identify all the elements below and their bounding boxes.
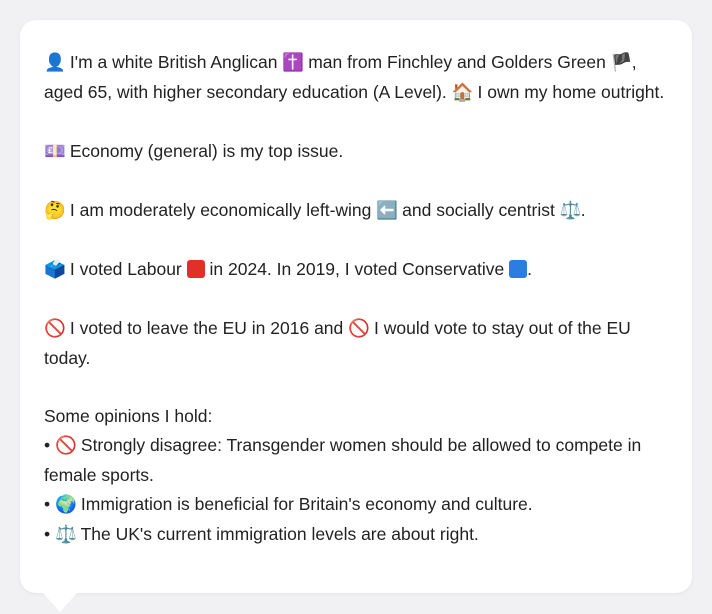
intro-text-1: I'm a white British Anglican — [69, 52, 278, 72]
ideology-paragraph: 🤔 I am moderately economically left-wing… — [44, 196, 668, 226]
england-flag-icon: 🏴 — [610, 53, 633, 73]
profile-card: 👤 I'm a white British Anglican ✝️ man fr… — [20, 20, 692, 593]
ideology-text-1: I am moderately economically left-wing — [69, 200, 372, 220]
no-entry-icon: 🚫 — [348, 319, 370, 339]
scales-icon: ⚖️ — [559, 201, 582, 221]
scales-icon: ⚖️ — [55, 525, 77, 545]
no-entry-icon: 🚫 — [55, 436, 77, 456]
issue-paragraph: 💷 Economy (general) is my top issue. — [44, 137, 668, 167]
conservative-blue-square-icon — [509, 260, 528, 278]
ballot-box-icon: 🗳️ — [44, 260, 66, 280]
left-arrow-icon: ⬅️ — [376, 201, 399, 221]
vote-text-3: . — [527, 259, 533, 279]
ideology-text-3: . — [580, 200, 586, 220]
opinion-text: The UK's current immigration levels are … — [80, 524, 479, 544]
bullet-marker: • — [44, 524, 51, 544]
issue-text: Economy (general) is my top issue. — [69, 141, 344, 161]
eu-paragraph: 🚫 I voted to leave the EU in 2016 and 🚫 … — [44, 314, 668, 373]
intro-text-4: I own my home outright. — [477, 82, 665, 102]
vote-text-1: I voted Labour — [69, 259, 182, 279]
opinion-text: Immigration is beneficial for Britain's … — [80, 494, 533, 514]
bullet-marker: • — [44, 494, 51, 514]
house-icon: 🏠 — [451, 83, 474, 103]
opinion-text: Strongly disagree: Transgender women sho… — [44, 435, 642, 485]
intro-paragraph: 👤 I'm a white British Anglican ✝️ man fr… — [44, 48, 668, 108]
thinking-face-icon: 🤔 — [44, 201, 66, 221]
cross-icon: ✝️ — [282, 53, 305, 73]
bullet-marker: • — [44, 435, 51, 455]
opinion-item: • 🌍 Immigration is beneficial for Britai… — [44, 490, 668, 520]
no-entry-icon: 🚫 — [44, 319, 66, 339]
intro-text-2: man from Finchley and Golders Green — [308, 52, 606, 72]
vote-paragraph: 🗳️ I voted Labour in 2024. In 2019, I vo… — [44, 255, 668, 285]
vote-text-2: in 2024. In 2019, I voted Conservative — [209, 259, 505, 279]
intro-text-3: , aged 65, with higher secondary educati… — [44, 52, 637, 102]
eu-text-1: I voted to leave the EU in 2016 and — [69, 318, 344, 338]
ideology-text-2: and socially centrist — [402, 200, 555, 220]
globe-icon: 🌍 — [55, 495, 77, 515]
opinion-item: • ⚖️ The UK's current immigration levels… — [44, 520, 668, 550]
labour-red-square-icon — [186, 260, 205, 278]
money-icon: 💷 — [44, 142, 66, 162]
speech-bubble-tail — [42, 592, 78, 612]
opinion-item: • 🚫 Strongly disagree: Transgender women… — [44, 431, 668, 490]
opinions-heading: Some opinions I hold: — [44, 406, 213, 426]
person-icon: 👤 — [44, 53, 66, 73]
eu-text-2: I would vote to stay out of the EU today… — [44, 318, 631, 368]
